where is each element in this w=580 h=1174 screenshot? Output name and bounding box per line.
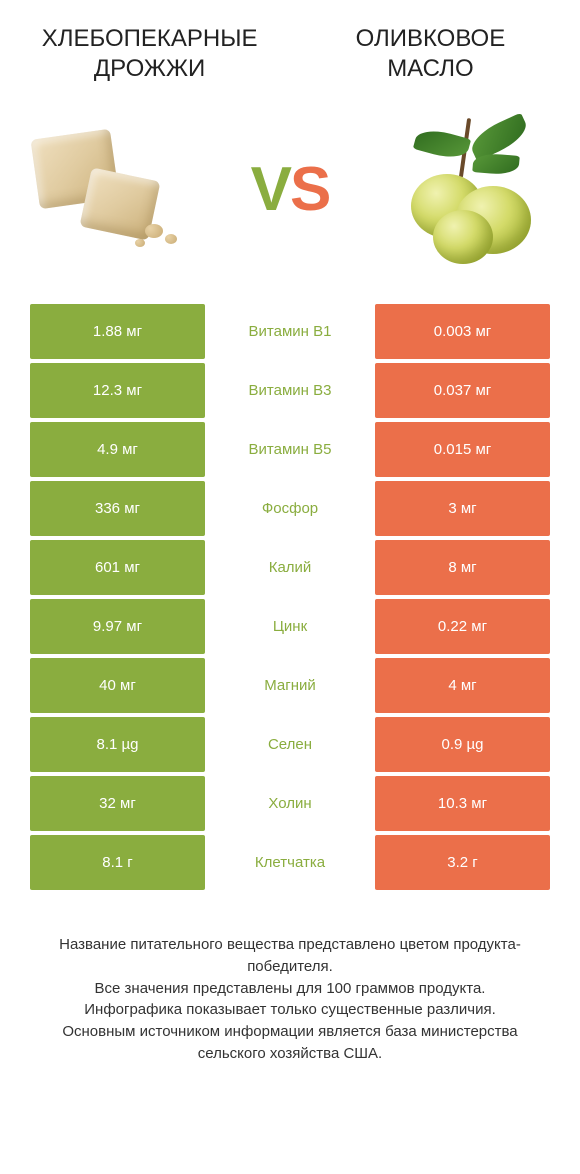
- nutrient-name: Магний: [205, 658, 375, 713]
- table-row: 8.1 µgСелен0.9 µg: [30, 717, 550, 772]
- table-row: 40 мгМагний4 мг: [30, 658, 550, 713]
- left-value: 8.1 г: [30, 835, 205, 890]
- nutrient-name: Витамин B1: [205, 304, 375, 359]
- right-value: 0.037 мг: [375, 363, 550, 418]
- nutrient-name: Фосфор: [205, 481, 375, 536]
- table-row: 9.97 мгЦинк0.22 мг: [30, 599, 550, 654]
- table-row: 4.9 мгВитамин B50.015 мг: [30, 422, 550, 477]
- vs-s: S: [290, 155, 329, 224]
- left-value: 601 мг: [30, 540, 205, 595]
- table-row: 1.88 мгВитамин B10.003 мг: [30, 304, 550, 359]
- left-value: 9.97 мг: [30, 599, 205, 654]
- nutrient-table: 1.88 мгВитамин B10.003 мг12.3 мгВитамин …: [0, 304, 580, 890]
- left-value: 1.88 мг: [30, 304, 205, 359]
- nutrient-name: Холин: [205, 776, 375, 831]
- table-row: 336 мгФосфор3 мг: [30, 481, 550, 536]
- left-value: 336 мг: [30, 481, 205, 536]
- left-value: 8.1 µg: [30, 717, 205, 772]
- right-value: 0.9 µg: [375, 717, 550, 772]
- right-value: 3.2 г: [375, 835, 550, 890]
- right-value: 4 мг: [375, 658, 550, 713]
- hero-row: VS: [0, 94, 580, 304]
- header: ХЛЕБОПЕКАРНЫЕ ДРОЖЖИ ОЛИВКОВОЕ МАСЛО: [0, 0, 580, 94]
- table-row: 12.3 мгВитамин B30.037 мг: [30, 363, 550, 418]
- table-row: 32 мгХолин10.3 мг: [30, 776, 550, 831]
- left-value: 32 мг: [30, 776, 205, 831]
- left-product-title: ХЛЕБОПЕКАРНЫЕ ДРОЖЖИ: [30, 24, 269, 84]
- vs-label: VS: [251, 154, 330, 225]
- nutrient-name: Клетчатка: [205, 835, 375, 890]
- right-value: 0.003 мг: [375, 304, 550, 359]
- nutrient-name: Витамин B5: [205, 422, 375, 477]
- right-value: 8 мг: [375, 540, 550, 595]
- yeast-icon: [35, 124, 195, 254]
- left-value: 12.3 мг: [30, 363, 205, 418]
- table-row: 8.1 гКлетчатка3.2 г: [30, 835, 550, 890]
- nutrient-name: Калий: [205, 540, 375, 595]
- nutrient-name: Витамин B3: [205, 363, 375, 418]
- right-value: 0.22 мг: [375, 599, 550, 654]
- right-product-image: [380, 114, 550, 264]
- nutrient-name: Селен: [205, 717, 375, 772]
- footnote: Название питательного вещества представл…: [0, 894, 580, 1065]
- footnote-line: Все значения представлены для 100 граммо…: [36, 978, 544, 1000]
- right-product-title: ОЛИВКОВОЕ МАСЛО: [311, 24, 550, 84]
- vs-v: V: [251, 155, 290, 224]
- left-product-image: [30, 114, 200, 264]
- nutrient-name: Цинк: [205, 599, 375, 654]
- right-value: 10.3 мг: [375, 776, 550, 831]
- left-value: 40 мг: [30, 658, 205, 713]
- olives-icon: [385, 114, 545, 264]
- footnote-line: Название питательного вещества представл…: [36, 934, 544, 978]
- left-value: 4.9 мг: [30, 422, 205, 477]
- table-row: 601 мгКалий8 мг: [30, 540, 550, 595]
- right-value: 3 мг: [375, 481, 550, 536]
- footnote-line: Основным источником информации является …: [36, 1021, 544, 1065]
- footnote-line: Инфографика показывает только существенн…: [36, 999, 544, 1021]
- right-value: 0.015 мг: [375, 422, 550, 477]
